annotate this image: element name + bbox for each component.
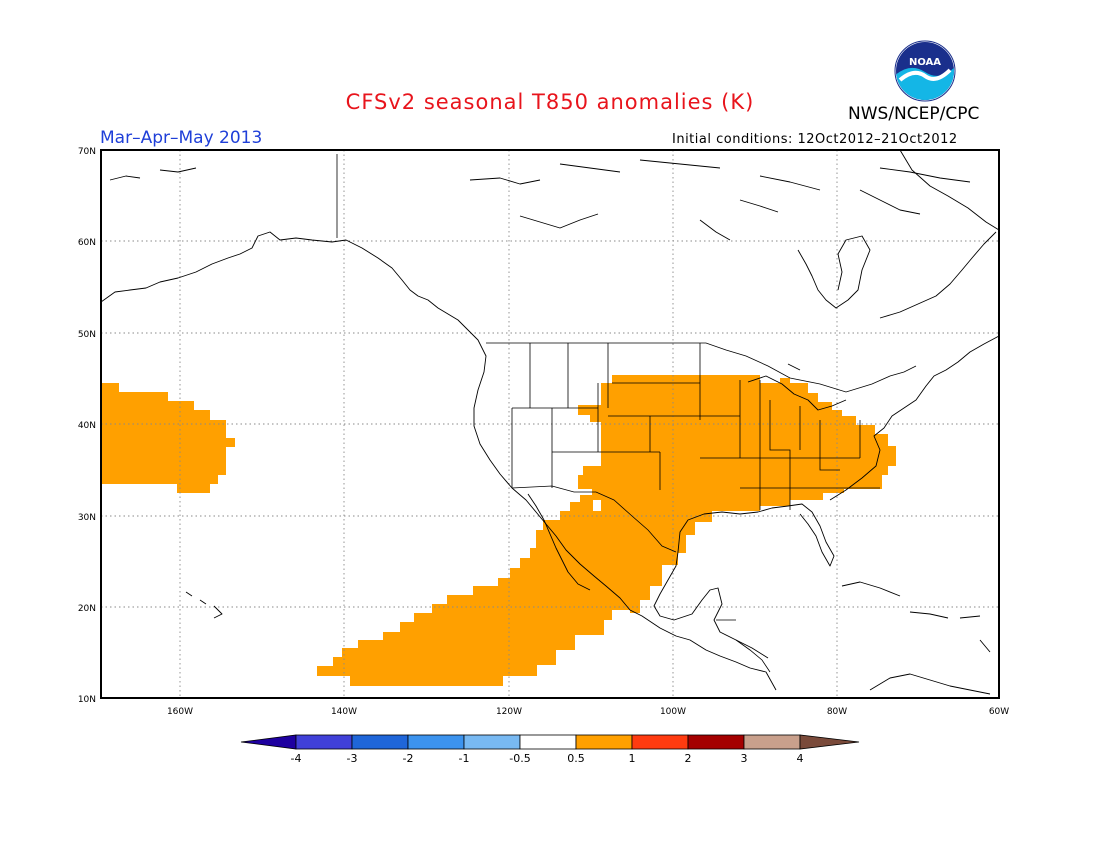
- colorbar-label: 3: [741, 752, 748, 765]
- lat-label: 10N: [78, 695, 96, 705]
- political-borders: [336, 154, 917, 673]
- colorbar-label: 2: [685, 752, 692, 765]
- colorbar-label: 1: [629, 752, 636, 765]
- noaa-logo: NOAA: [894, 40, 956, 102]
- colorbar-labels: -4 -3 -2 -1 -0.5 0.5 1 2 3 4: [291, 752, 804, 765]
- lon-label: 80W: [827, 707, 847, 717]
- colorbar-label: -3: [347, 752, 358, 765]
- coast-alaska-pacific: [100, 231, 777, 691]
- colorbar-cell: [743, 734, 801, 750]
- lat-label: 60N: [78, 238, 96, 248]
- colorbar-label: -1: [459, 752, 470, 765]
- agency-label: NWS/NCEP/CPC: [848, 104, 980, 124]
- graticule: [101, 150, 999, 698]
- colorbar-label: -4: [291, 752, 302, 765]
- coast-gulf: [653, 503, 835, 659]
- colorbar-label: 0.5: [567, 752, 585, 765]
- coast-arctic-islands: [109, 159, 971, 241]
- colorbar-cell: [240, 734, 297, 750]
- colorbar-cell: [575, 734, 633, 750]
- map-frame: [100, 149, 1000, 699]
- coast-south-america: [869, 673, 991, 695]
- coast-baja: [527, 493, 591, 591]
- lon-label: 100W: [660, 707, 686, 717]
- lat-label: 50N: [78, 330, 96, 340]
- colorbar-cell: [799, 734, 860, 750]
- coastlines: [100, 149, 1000, 695]
- anomaly-fill-layer: [101, 375, 896, 686]
- anomaly-region-pacific: [101, 383, 235, 493]
- coast-labrador: [879, 231, 997, 319]
- coast-hudson-bay: [797, 235, 871, 309]
- colorbar-cell: [687, 734, 745, 750]
- coast-hawaii: [185, 591, 223, 619]
- noaa-logo-text: NOAA: [909, 57, 941, 68]
- border-central-america: [716, 619, 771, 673]
- colorbar-cell: [463, 734, 521, 750]
- colorbar-cell: [295, 734, 353, 750]
- colorbar-cell: [631, 734, 689, 750]
- colorbar: [240, 734, 860, 750]
- lat-label: 70N: [78, 147, 96, 157]
- colorbar-label: -0.5: [509, 752, 530, 765]
- lon-label: 140W: [331, 707, 357, 717]
- colorbar-cell: [519, 734, 577, 750]
- longitude-labels: 160W 140W 120W 100W 80W 60W: [167, 707, 1009, 717]
- latitude-labels: 10N 20N 30N 40N 50N 60N 70N: [78, 147, 96, 705]
- lat-label: 40N: [78, 421, 96, 431]
- lat-label: 20N: [78, 604, 96, 614]
- lat-label: 30N: [78, 513, 96, 523]
- coast-atlantic: [829, 335, 1000, 501]
- border-states-east: [700, 380, 880, 510]
- initial-conditions-label: Initial conditions: 12Oct2012–21Oct2012: [672, 132, 958, 147]
- chart-title: CFSv2 seasonal T850 anomalies (K): [345, 90, 755, 114]
- colorbar-label: 4: [797, 752, 804, 765]
- season-label: Mar–Apr–May 2013: [100, 128, 263, 148]
- great-lakes: [747, 363, 847, 411]
- anomaly-region-us: [578, 375, 896, 613]
- border-us-mexico: [511, 485, 677, 553]
- lon-label: 60W: [989, 707, 1009, 717]
- lon-label: 160W: [167, 707, 193, 717]
- lon-label: 120W: [496, 707, 522, 717]
- colorbar-cell: [351, 734, 409, 750]
- coast-greenland-edge: [899, 149, 1000, 231]
- border-states-west: [511, 343, 701, 490]
- coast-caribbean: [841, 581, 991, 653]
- anomaly-region-mexico-tropics: [317, 495, 620, 686]
- border-us-canada: [486, 342, 917, 393]
- colorbar-cell: [407, 734, 465, 750]
- colorbar-label: -2: [403, 752, 414, 765]
